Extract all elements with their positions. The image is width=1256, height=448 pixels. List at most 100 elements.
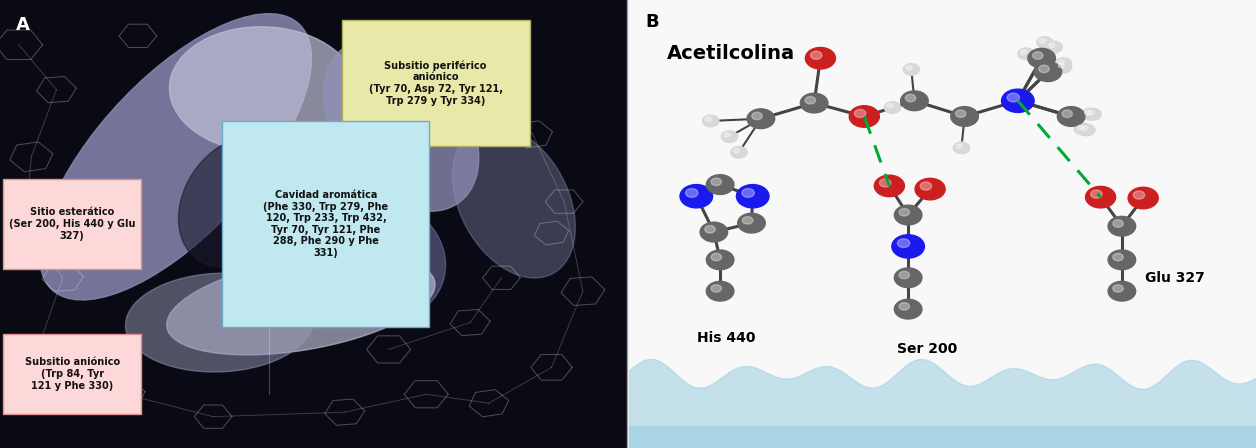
Text: Acetilcolina: Acetilcolina <box>667 44 795 63</box>
Circle shape <box>1076 125 1083 129</box>
Circle shape <box>854 109 865 117</box>
Circle shape <box>953 142 970 154</box>
Circle shape <box>897 239 909 248</box>
Text: His 440: His 440 <box>697 331 756 345</box>
Circle shape <box>1007 93 1020 102</box>
Text: A: A <box>15 16 30 34</box>
Circle shape <box>1081 126 1088 130</box>
Circle shape <box>700 222 727 242</box>
Text: Sitio esterático
(Ser 200, His 440 y Glu
327): Sitio esterático (Ser 200, His 440 y Glu… <box>9 207 136 241</box>
Circle shape <box>921 182 932 190</box>
Circle shape <box>956 110 966 117</box>
Circle shape <box>1059 60 1064 64</box>
Circle shape <box>1084 110 1090 115</box>
Circle shape <box>686 189 698 198</box>
Circle shape <box>711 178 721 185</box>
Circle shape <box>1034 62 1061 82</box>
FancyBboxPatch shape <box>3 179 141 269</box>
Circle shape <box>702 115 718 127</box>
Circle shape <box>956 144 962 148</box>
Circle shape <box>879 179 891 187</box>
Circle shape <box>874 175 904 197</box>
Circle shape <box>711 284 721 292</box>
Circle shape <box>747 109 775 129</box>
Circle shape <box>1085 186 1115 208</box>
Circle shape <box>706 175 734 194</box>
Circle shape <box>1049 43 1055 47</box>
Circle shape <box>742 216 752 224</box>
Circle shape <box>706 117 712 121</box>
Circle shape <box>1133 191 1144 199</box>
Circle shape <box>1090 190 1102 198</box>
Circle shape <box>894 205 922 225</box>
Circle shape <box>884 102 901 113</box>
Circle shape <box>706 281 734 301</box>
Circle shape <box>731 146 747 158</box>
Circle shape <box>810 51 821 59</box>
Circle shape <box>894 268 922 288</box>
Circle shape <box>805 96 815 104</box>
Circle shape <box>1001 89 1034 112</box>
Circle shape <box>1081 108 1098 120</box>
Circle shape <box>899 302 909 310</box>
Circle shape <box>1046 41 1063 53</box>
Circle shape <box>1063 110 1073 117</box>
Circle shape <box>706 250 734 270</box>
Circle shape <box>721 131 737 142</box>
Ellipse shape <box>170 27 357 152</box>
FancyBboxPatch shape <box>3 334 141 414</box>
Text: Subsitio periférico
aniónico
(Tyr 70, Asp 72, Tyr 121,
Trp 279 y Tyr 334): Subsitio periférico aniónico (Tyr 70, As… <box>368 60 502 106</box>
Circle shape <box>1030 55 1046 66</box>
Circle shape <box>752 112 762 120</box>
Circle shape <box>1055 58 1071 69</box>
Circle shape <box>916 178 945 200</box>
Text: B: B <box>644 13 658 31</box>
FancyBboxPatch shape <box>222 121 430 327</box>
Circle shape <box>1108 216 1135 236</box>
Circle shape <box>705 225 715 233</box>
Circle shape <box>800 93 828 113</box>
Ellipse shape <box>126 273 313 372</box>
Circle shape <box>1085 108 1102 120</box>
Circle shape <box>903 64 919 75</box>
Circle shape <box>1058 107 1085 126</box>
Circle shape <box>894 299 922 319</box>
Circle shape <box>849 106 879 127</box>
Circle shape <box>1088 110 1094 115</box>
Text: Ser 200: Ser 200 <box>897 342 957 357</box>
Circle shape <box>1074 123 1090 135</box>
Ellipse shape <box>452 125 575 278</box>
Circle shape <box>906 94 916 102</box>
Circle shape <box>906 65 912 70</box>
Ellipse shape <box>306 198 446 322</box>
Text: Glu 327: Glu 327 <box>1144 271 1205 285</box>
Circle shape <box>1113 253 1123 261</box>
Circle shape <box>1108 281 1135 301</box>
Circle shape <box>899 271 909 279</box>
Circle shape <box>805 47 835 69</box>
Circle shape <box>892 235 924 258</box>
Circle shape <box>1027 48 1055 68</box>
Circle shape <box>742 189 755 198</box>
Circle shape <box>1055 61 1071 73</box>
Circle shape <box>1036 37 1053 48</box>
Circle shape <box>1059 63 1064 68</box>
Text: Cavidad aromática
(Phe 330, Trp 279, Phe
120, Trp 233, Trp 432,
Tyr 70, Tyr 121,: Cavidad aromática (Phe 330, Trp 279, Phe… <box>264 190 388 258</box>
Text: Subsitio aniónico
(Trp 84, Tyr
121 y Phe 330): Subsitio aniónico (Trp 84, Tyr 121 y Phe… <box>25 358 119 391</box>
Circle shape <box>1017 48 1034 60</box>
Ellipse shape <box>178 136 298 267</box>
Circle shape <box>951 107 978 126</box>
Circle shape <box>1040 39 1045 43</box>
Ellipse shape <box>39 13 311 300</box>
Circle shape <box>736 185 769 208</box>
Circle shape <box>737 213 765 233</box>
Circle shape <box>679 185 712 208</box>
Circle shape <box>725 133 730 137</box>
Ellipse shape <box>324 39 479 211</box>
Circle shape <box>734 148 740 153</box>
Circle shape <box>711 253 721 261</box>
Circle shape <box>1079 124 1095 136</box>
Circle shape <box>1113 220 1123 227</box>
Circle shape <box>1039 65 1049 73</box>
Ellipse shape <box>167 254 435 355</box>
